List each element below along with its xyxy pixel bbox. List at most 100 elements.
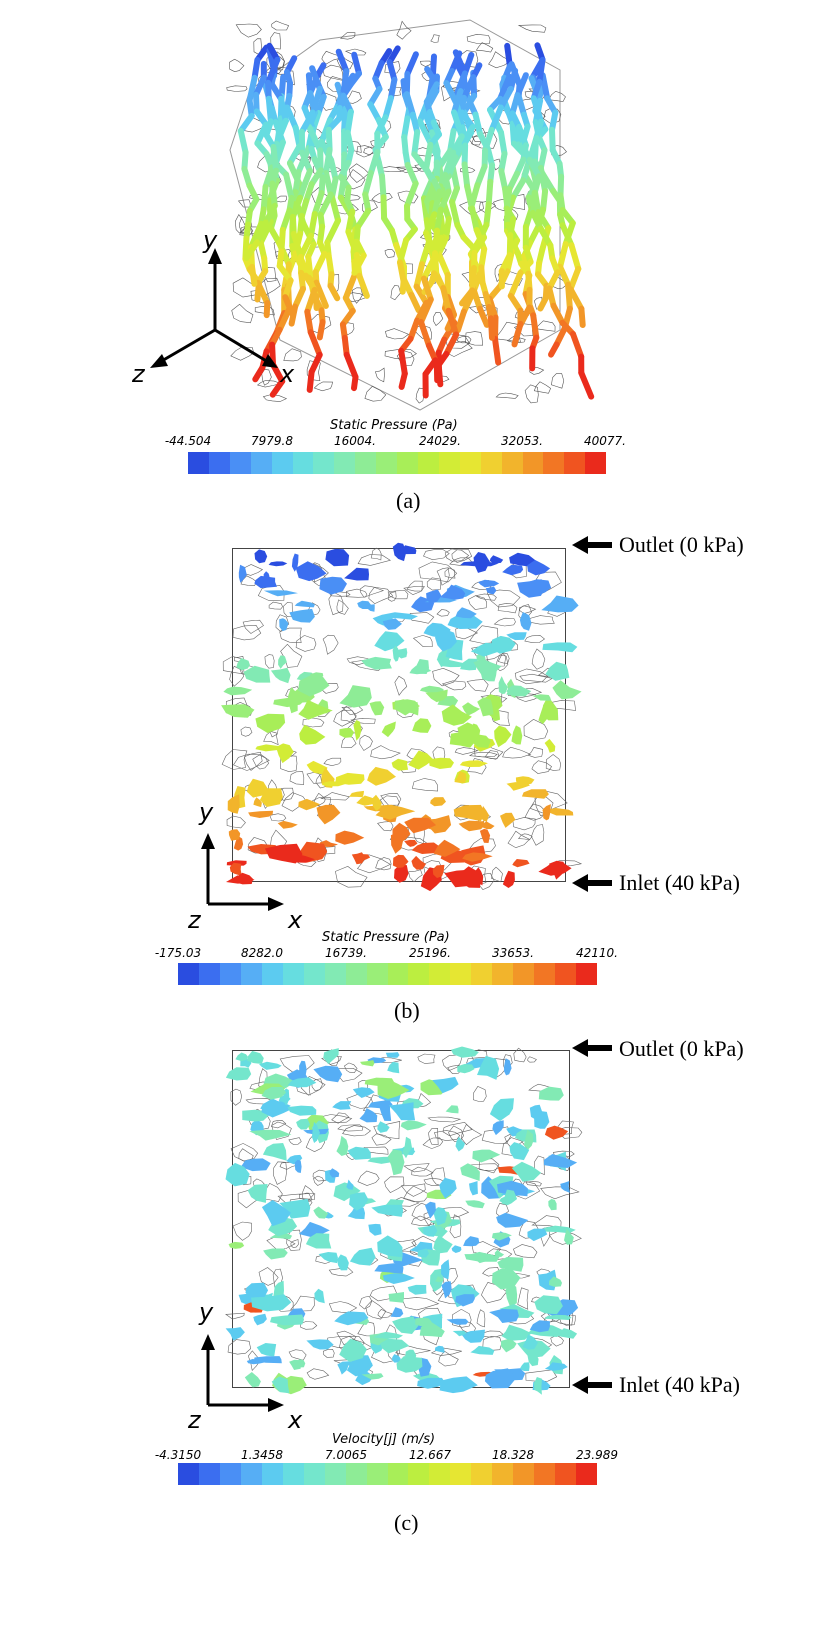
colorbar-swatch — [282, 963, 304, 985]
colorbar-tick: -175.03 — [154, 946, 202, 960]
colorbar-swatch — [438, 452, 460, 474]
colorbar-swatch — [555, 1463, 577, 1485]
colorbar-tick: 40077. — [584, 434, 626, 448]
colorbar-tick: -44.504 — [164, 434, 212, 448]
colorbar-swatch — [198, 1463, 220, 1485]
inlet-label: Inlet (40 kPa) — [619, 870, 740, 895]
colorbar-swatch — [429, 963, 451, 985]
colorbar-swatch — [387, 1463, 409, 1485]
colorbar-tick: 7979.8 — [251, 434, 293, 448]
colorbar-swatch — [534, 963, 556, 985]
colorbar-swatch — [240, 1463, 262, 1485]
axis-label-x: x — [288, 906, 303, 934]
colorbar-swatch — [345, 963, 367, 985]
colorbar-swatch — [459, 452, 481, 474]
colorbar-swatch — [219, 963, 241, 985]
colorbar-swatch — [501, 452, 523, 474]
colorbar-tick: 25196. — [409, 946, 451, 960]
colorbar-swatch — [376, 452, 398, 474]
cube-render — [226, 19, 595, 411]
colorbar-title: Static Pressure (Pa) — [322, 930, 450, 945]
colorbar-swatch — [324, 1463, 346, 1485]
colorbar-swatch — [534, 1463, 556, 1485]
panel-c: Outlet (0 kPa) Inlet (40 kPa) y z x Velo… — [0, 1036, 829, 1642]
velocity-contour-map — [225, 1046, 583, 1395]
colorbar-swatch — [366, 963, 388, 985]
colorbar-swatch — [408, 963, 430, 985]
colorbar-swatch — [513, 1463, 535, 1485]
colorbar-swatch — [261, 1463, 283, 1485]
colorbar-tick: 23.989 — [576, 1448, 618, 1462]
axis-label-z: z — [132, 360, 145, 388]
axis-label-y: y — [199, 1298, 214, 1326]
panel-label: (a) — [396, 488, 421, 513]
colorbar-swatch — [555, 963, 577, 985]
colorbar-tick: 1.3458 — [241, 1448, 283, 1462]
colorbar-swatch — [450, 963, 472, 985]
cube-outline — [229, 19, 561, 411]
colorbar-swatch — [313, 452, 335, 474]
panel-a: y z x Static Pressure (Pa) -44.504 7979.… — [0, 0, 829, 520]
colorbar-tick: 42110. — [576, 946, 618, 960]
pressure-contour-map — [221, 542, 583, 892]
colorbar-swatch — [261, 963, 283, 985]
colorbar-swatch — [585, 452, 607, 474]
axis-label-y: y — [199, 798, 214, 826]
axis-label-y: y — [203, 226, 218, 254]
colorbar-swatch — [345, 1463, 367, 1485]
colorbar — [178, 963, 598, 985]
colorbar-swatch — [250, 452, 272, 474]
colorbar-swatch — [366, 1463, 388, 1485]
colorbar-swatch — [208, 452, 230, 474]
colorbar-swatch — [513, 963, 535, 985]
colorbar-tick: 16739. — [325, 946, 367, 960]
panel-label: (b) — [394, 998, 420, 1023]
port-arrows — [572, 536, 612, 892]
colorbar-tick: 12.667 — [409, 1448, 451, 1462]
colorbar-swatch — [324, 963, 346, 985]
colorbar-swatch — [492, 1463, 514, 1485]
colorbar-swatch — [471, 963, 493, 985]
colorbar-tick: 16004. — [334, 434, 376, 448]
colorbar-swatch — [355, 452, 377, 474]
colorbar-swatch — [480, 452, 502, 474]
colorbar-swatch — [240, 963, 262, 985]
colorbar-swatch — [576, 1463, 598, 1485]
colorbar-swatch — [387, 963, 409, 985]
inlet-label: Inlet (40 kPa) — [619, 1372, 740, 1397]
colorbar-tick: 24029. — [419, 434, 461, 448]
outlet-label: Outlet (0 kPa) — [619, 532, 744, 557]
colorbar-swatch — [198, 963, 220, 985]
colorbar-swatch — [576, 963, 598, 985]
colorbar-tick: 8282.0 — [241, 946, 283, 960]
axis-label-z: z — [188, 1406, 201, 1434]
axis-triad-2d — [201, 1334, 284, 1412]
colorbar-swatch — [450, 1463, 472, 1485]
colorbar-swatch — [564, 452, 586, 474]
colorbar-tick: 33653. — [492, 946, 534, 960]
colorbar-swatch — [178, 1463, 199, 1485]
colorbar-swatch — [471, 1463, 493, 1485]
port-arrows — [572, 1039, 612, 1394]
outlet-label: Outlet (0 kPa) — [619, 1036, 744, 1061]
colorbar-swatch — [522, 452, 544, 474]
colorbar-title: Static Pressure (Pa) — [330, 418, 458, 433]
colorbar-swatch — [303, 1463, 325, 1485]
colorbar-swatch — [219, 1463, 241, 1485]
colorbar — [178, 1463, 598, 1485]
colorbar-tick: -4.3150 — [154, 1448, 202, 1462]
colorbar-title: Velocity[j] (m/s) — [332, 1432, 436, 1447]
panel-label: (c) — [394, 1510, 419, 1535]
panel-b: Outlet (0 kPa) Inlet (40 kPa) y z x Stat… — [0, 520, 829, 1050]
pore-streamtubes — [237, 42, 595, 400]
colorbar-tick: 32053. — [501, 434, 543, 448]
colorbar-swatch — [397, 452, 418, 474]
axis-label-x: x — [280, 360, 295, 388]
colorbar-swatch — [303, 963, 325, 985]
colorbar-swatch — [271, 452, 293, 474]
colorbar-swatch — [429, 1463, 451, 1485]
colorbar-swatch — [492, 963, 514, 985]
colorbar-tick: 7.0065 — [325, 1448, 367, 1462]
pressure-slice — [221, 542, 583, 892]
colorbar-swatch — [417, 452, 439, 474]
